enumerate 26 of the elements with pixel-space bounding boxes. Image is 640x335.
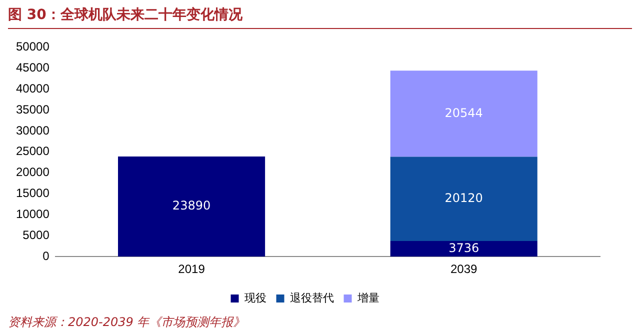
legend-label: 退役替代 (290, 292, 334, 305)
data-label: 20120 (444, 190, 483, 205)
y-tick-label: 40000 (16, 81, 50, 96)
bar (118, 156, 266, 257)
x-tick-label: 2019 (178, 262, 206, 276)
y-tick-label: 10000 (16, 207, 50, 222)
y-tick-label: 15000 (16, 186, 50, 200)
y-tick-label: 25000 (16, 144, 50, 158)
y-tick-label: 35000 (16, 102, 50, 116)
legend-label: 现役 (244, 292, 266, 305)
y-tick-label: 5000 (22, 228, 50, 242)
chart-title: 图 30：全球机队未来二十年变化情况 (8, 6, 242, 24)
data-label: 20544 (444, 106, 483, 120)
y-tick-label: 30000 (16, 123, 50, 138)
text: 资料来源：2020-2039 年《市场预测年报》 (8, 314, 246, 331)
bar (390, 240, 538, 257)
y-tick-label: 45000 (16, 60, 50, 74)
data-label: 3736 (448, 240, 480, 255)
y-tick-label: 50000 (16, 40, 50, 54)
legend-label: 增量 (356, 292, 380, 305)
bar (390, 156, 538, 241)
bar (390, 70, 538, 157)
y-tick-label: 0 (42, 248, 50, 263)
x-tick-label: 2039 (450, 262, 478, 276)
data-label: 23890 (172, 198, 211, 213)
y-tick-label: 20000 (16, 165, 50, 180)
